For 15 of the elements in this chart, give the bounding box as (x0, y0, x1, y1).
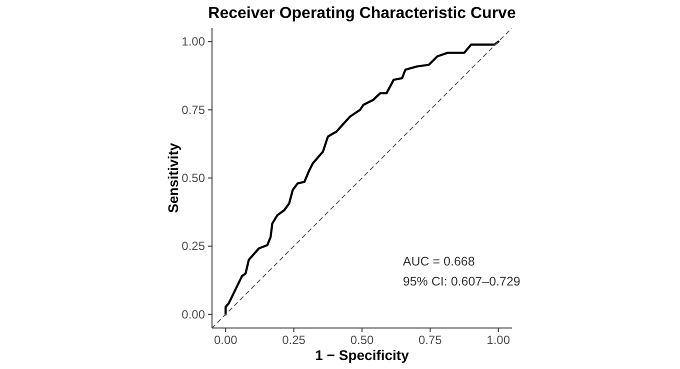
x-tick-label: 0.75 (418, 333, 442, 347)
y-tick-label: 0.75 (182, 102, 206, 117)
y-tick-label: 0.50 (182, 171, 206, 185)
annotation: 95% CI: 0.607–0.729 (402, 274, 520, 288)
x-tick-label: 0.00 (214, 333, 238, 347)
annotation: AUC = 0.668 (402, 254, 475, 268)
x-axis-title: 1 − Specificity (315, 347, 410, 363)
chart-title: Receiver Operating Characteristic Curve (208, 5, 516, 22)
x-tick-label: 1.00 (486, 333, 510, 347)
y-tick-label: 0.25 (182, 239, 206, 254)
y-tick-label: 0.00 (182, 307, 206, 322)
x-tick-label: 0.25 (282, 333, 306, 347)
y-axis-title: Sensitivity (165, 142, 181, 214)
x-tick-label: 0.50 (350, 333, 374, 347)
y-tick-label: 1.00 (182, 34, 206, 49)
